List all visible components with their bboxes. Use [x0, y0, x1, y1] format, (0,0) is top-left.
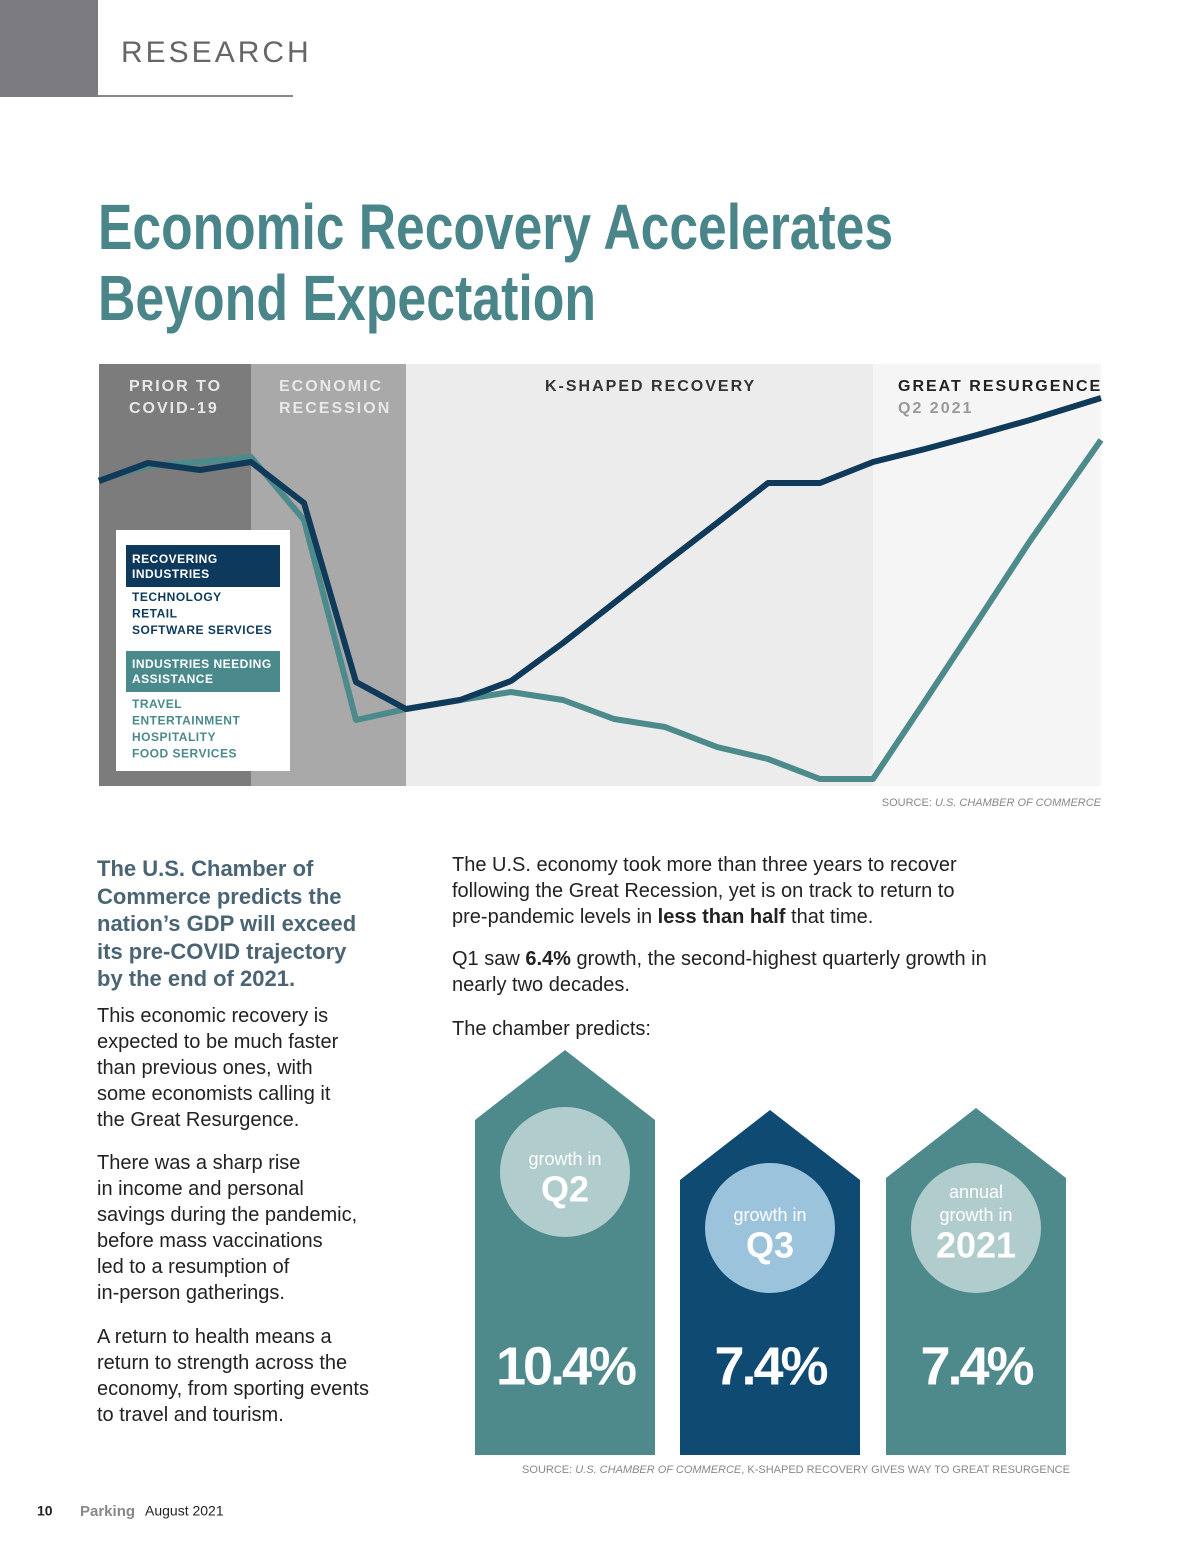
legend-header-bg [126, 545, 280, 587]
text-line: its pre-COVID trajectory [97, 938, 347, 964]
text-line: return to strength across the [97, 1352, 348, 1374]
phase-label: Q2 2021 [898, 400, 973, 417]
text-line: economy, from sporting events [97, 1378, 369, 1400]
text-line: The U.S. economy took more than three ye… [452, 852, 957, 878]
lead-paragraph: The U.S. Chamber of Commerce predicts the… [97, 855, 356, 993]
phase-label: ECONOMIC [279, 378, 383, 395]
source-prefix: SOURCE: [522, 1464, 575, 1476]
text-run: Q1 saw [452, 948, 526, 970]
text-line: nation’s GDP will exceed [97, 911, 357, 936]
legend-item: ENTERTAINMENT [132, 714, 240, 728]
badge-period: Q3 [746, 1225, 794, 1266]
legend-item: HOSPITALITY [132, 730, 216, 744]
text-run: The chamber predicts: [452, 1018, 651, 1040]
paragraph: Q1 saw 6.4% growth, the second-highest q… [452, 946, 987, 998]
legend-item: TRAVEL [132, 697, 182, 711]
prediction-badge [911, 1163, 1041, 1293]
text-run: The U.S. economy took more than three ye… [452, 854, 957, 876]
phase-label: GREAT RESURGENCE [898, 378, 1102, 395]
paragraph: A return to health means a return to stre… [97, 1324, 369, 1428]
legend-item: FOOD SERVICES [132, 747, 237, 761]
prediction-value: 7.4% [920, 1336, 1033, 1396]
badge-caption: growth in [939, 1205, 1012, 1225]
prediction-badge [705, 1163, 835, 1293]
section-label: RESEARCH [121, 36, 312, 69]
text-run: following the Great Recession, yet is on… [452, 880, 955, 902]
badge-caption: growth in [733, 1205, 806, 1225]
text-line: This economic recovery is [97, 1005, 329, 1027]
chart-source: SOURCE: U.S. CHAMBER OF COMMERCE [882, 797, 1102, 809]
text-run: that time. [785, 906, 874, 928]
text-line: to travel and tourism. [97, 1404, 284, 1426]
badge-period: Q2 [541, 1169, 589, 1210]
text-run: nearly two decades. [452, 974, 630, 996]
text-line: Commerce predicts the [97, 883, 342, 909]
phase-label: PRIOR TO [129, 378, 222, 395]
legend-item: TECHNOLOGY [132, 590, 222, 604]
publication: Parking [80, 1503, 135, 1520]
text-line: Q1 saw 6.4% growth, the second-highest q… [452, 946, 987, 972]
prediction-value: 10.4% [496, 1336, 636, 1396]
text-line: expected to be much faster [97, 1031, 339, 1053]
text-line: led to a resumption of [97, 1256, 290, 1278]
source-name: U.S. CHAMBER OF COMMERCE [935, 797, 1102, 809]
text-line: following the Great Recession, yet is on… [452, 878, 957, 904]
paragraph: The U.S. economy took more than three ye… [452, 852, 957, 930]
phase-label: COVID-19 [129, 400, 219, 417]
text-run: pre-pandemic levels in [452, 906, 658, 928]
text-line: than previous ones, with [97, 1057, 313, 1079]
legend-header: INDUSTRIES NEEDING [132, 657, 272, 671]
badge-caption: growth in [528, 1149, 601, 1169]
phase-band [406, 364, 873, 786]
prediction-value: 7.4% [714, 1336, 827, 1396]
legend-header: RECOVERING [132, 552, 218, 566]
legend-header-bg [126, 651, 280, 692]
text-line: There was a sharp rise [97, 1152, 301, 1174]
phase-label: K-SHAPED RECOVERY [545, 378, 756, 395]
recovering-industries-line [97, 395, 1102, 712]
badge-caption: annual [949, 1182, 1003, 1202]
section-block [0, 0, 98, 97]
title-line: Beyond Expectation [98, 262, 596, 334]
text-line: The chamber predicts: [452, 1016, 651, 1042]
predictions-source: SOURCE: U.S. CHAMBER OF COMMERCE, K-SHAP… [522, 1464, 1070, 1476]
text-line: by the end of 2021. [97, 966, 296, 991]
source-suffix: , K-SHAPED RECOVERY GIVES WAY TO GREAT R… [741, 1464, 1070, 1476]
legend-item: SOFTWARE SERVICES [132, 623, 272, 637]
prediction-badge [500, 1107, 630, 1237]
text-line: in-person gatherings. [97, 1282, 285, 1304]
badge-period: 2021 [936, 1225, 1016, 1266]
text-line: savings during the pandemic, [97, 1204, 358, 1226]
text-line: some economists calling it [97, 1083, 331, 1105]
text-line: A return to health means a [97, 1326, 332, 1348]
text-line: nearly two decades. [452, 972, 987, 998]
page-number: 10 [37, 1503, 53, 1519]
source-prefix: SOURCE: [882, 797, 935, 809]
phase-label: RECESSION [279, 400, 391, 417]
text-run: growth, the second-highest quarterly gro… [570, 948, 987, 970]
legend-item: RETAIL [132, 607, 177, 621]
text-line: pre-pandemic levels in less than half th… [452, 904, 957, 930]
paragraph: There was a sharp rise in income and pers… [97, 1150, 357, 1306]
source-name: U.S. CHAMBER OF COMMERCE [575, 1464, 742, 1476]
legend-header: INDUSTRIES [132, 567, 210, 581]
text-line: in income and personal [97, 1178, 304, 1200]
bold-text: less than half [657, 906, 786, 928]
issue: August 2021 [145, 1503, 224, 1519]
text-line: before mass vaccinations [97, 1230, 323, 1252]
title-line: Economic Recovery Accelerates [98, 191, 893, 263]
legend-header: ASSISTANCE [132, 672, 213, 686]
paragraph: This economic recovery is expected to be … [97, 1003, 338, 1133]
text-line: the Great Resurgence. [97, 1109, 300, 1131]
text-line: The U.S. Chamber of [97, 856, 314, 881]
bold-text: 6.4% [525, 948, 571, 970]
paragraph: The chamber predicts: [452, 1016, 651, 1042]
